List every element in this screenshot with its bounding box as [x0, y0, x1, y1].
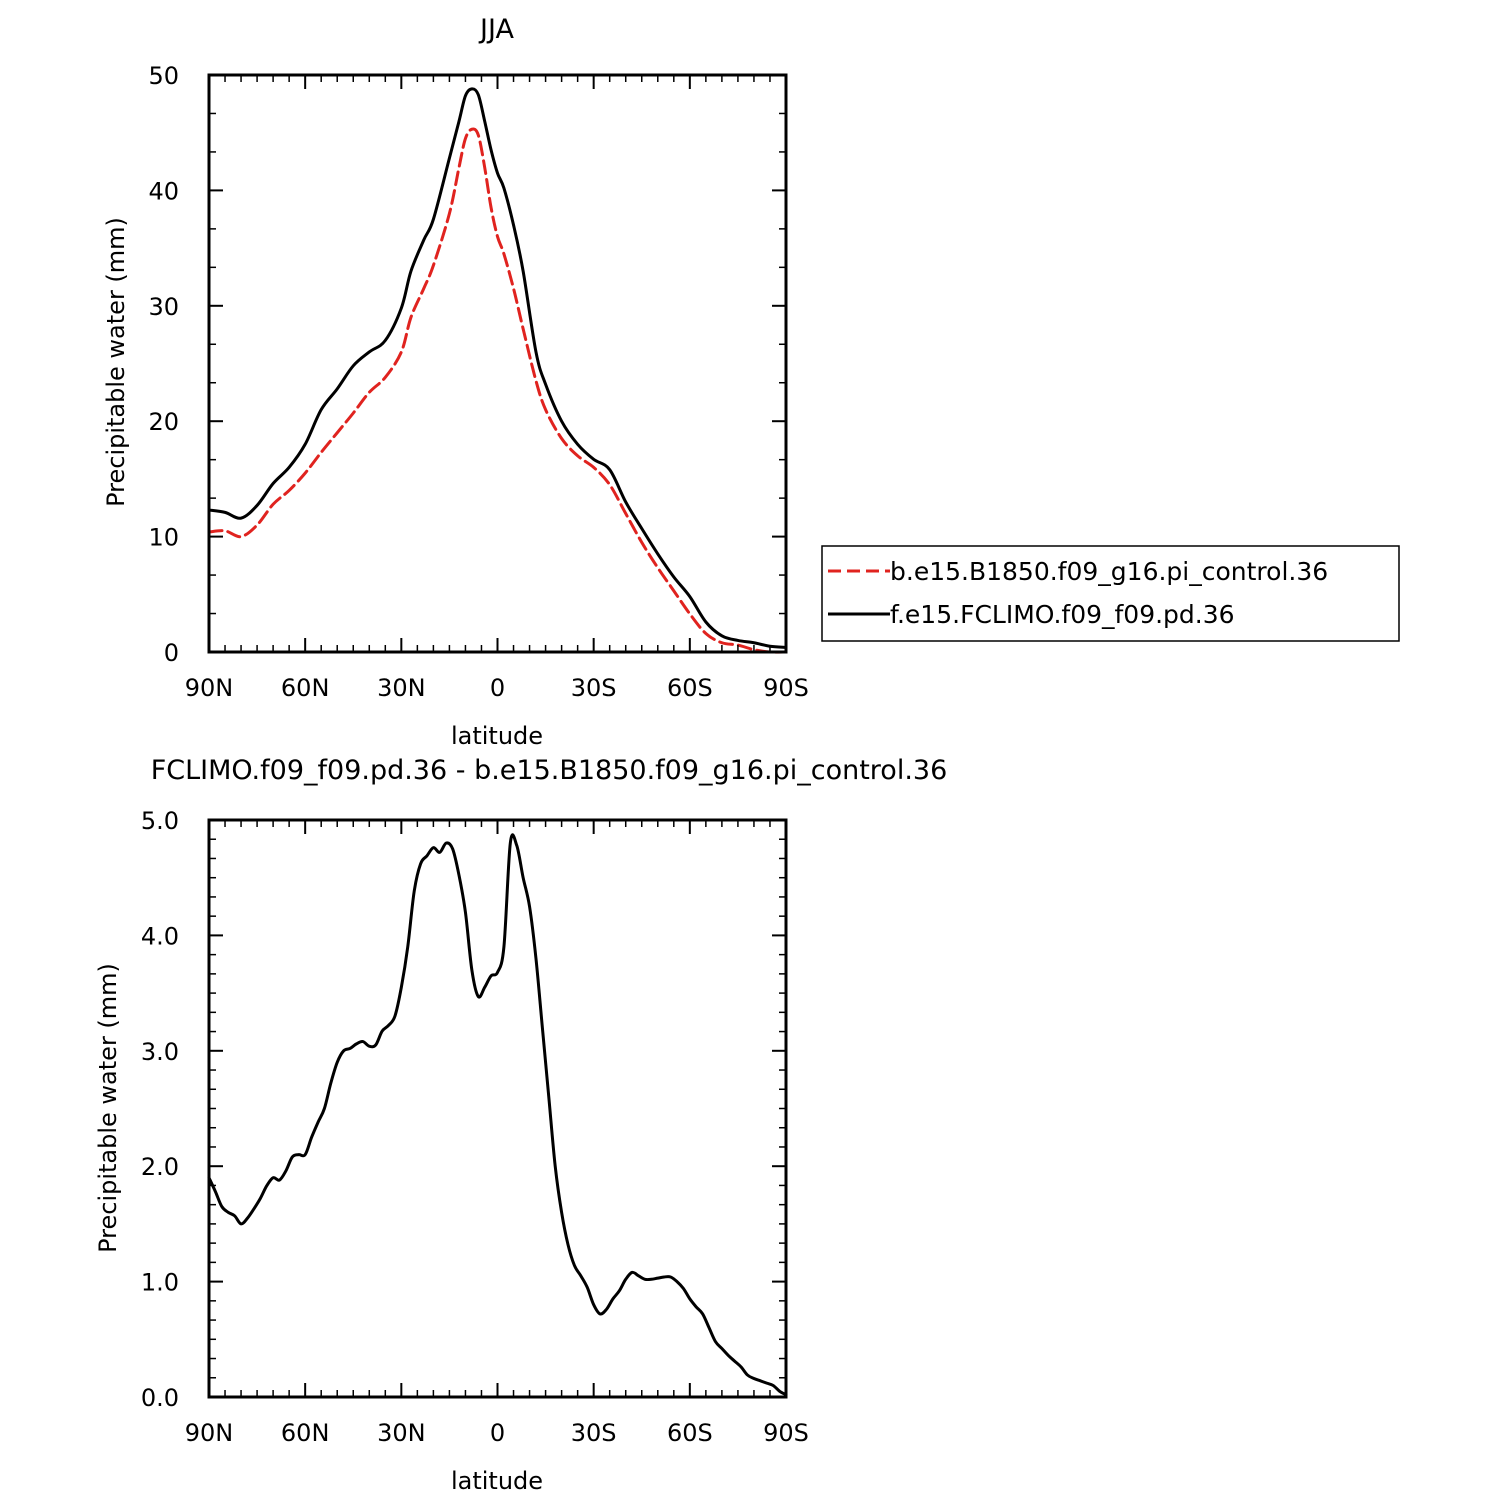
- y-tick-label: 50: [148, 62, 179, 90]
- series-group-top: [207, 87, 788, 654]
- x-tick-label: 60S: [667, 1419, 713, 1447]
- y-tick-label: 10: [148, 524, 179, 552]
- x-tick-label: 60N: [281, 674, 330, 702]
- y-tick-label: 0: [164, 639, 179, 667]
- series-line-b1850: [207, 127, 788, 654]
- y-tick-label: 40: [148, 177, 179, 205]
- legend-box: [821, 545, 1400, 642]
- legend: b.e15.B1850.f09_g16.pi_control.36 f.e15.…: [821, 545, 1400, 642]
- x-axis-label-bottom: latitude: [451, 1467, 543, 1495]
- y-tick-label: 5.0: [141, 807, 179, 835]
- x-tick-label: 0: [490, 674, 505, 702]
- legend-label-control: b.e15.B1850.f09_g16.pi_control.36: [890, 557, 1328, 586]
- plot-frame-top: [207, 73, 788, 654]
- y-tick-label: 1.0: [141, 1269, 179, 1297]
- axis-ticks-bottom: 90N 60N 30N 0 30S 60S 90S 0.0 1.0 2.0 3.0 4.0 5.0: [141, 807, 809, 1447]
- y-tick-label: 4.0: [141, 922, 179, 950]
- x-tick-label: 90S: [763, 674, 809, 702]
- series-group-bottom: [207, 833, 788, 1397]
- x-tick-label: 90N: [185, 674, 234, 702]
- x-tick-label: 90N: [185, 1419, 234, 1447]
- axis-ticks-top: 90N 60N 30N 0 30S 60S 90S 0 10 20 30 40 50: [148, 62, 808, 702]
- x-tick-label: 90S: [763, 1419, 809, 1447]
- legend-label-fclimo: f.e15.FCLIMO.f09_f09.pd.36: [890, 600, 1235, 629]
- y-tick-label: 20: [148, 408, 179, 436]
- x-tick-label: 30S: [571, 674, 617, 702]
- series-line-fclimo: [207, 87, 788, 649]
- chart-title-top: JJA: [478, 14, 514, 45]
- y-tick-label: 0.0: [141, 1384, 179, 1412]
- x-tick-label: 60S: [667, 674, 713, 702]
- y-axis-label-top: Precipitable water (mm): [102, 217, 130, 507]
- x-axis-label-top: latitude: [451, 722, 543, 750]
- x-tick-label: 0: [490, 1419, 505, 1447]
- chart-title-bottom: FCLIMO.f09_f09.pd.36 - b.e15.B1850.f09_g…: [151, 755, 948, 786]
- chart-bottom-panel: FCLIMO.f09_f09.pd.36 - b.e15.B1850.f09_g…: [94, 755, 947, 1495]
- x-tick-label: 60N: [281, 1419, 330, 1447]
- x-tick-label: 30N: [377, 674, 426, 702]
- x-tick-label: 30N: [377, 1419, 426, 1447]
- y-tick-label: 30: [148, 293, 179, 321]
- y-tick-label: 3.0: [141, 1038, 179, 1066]
- chart-top-panel: JJA 90N 60N 30N 0 30S 60S 90S 0 10 20 30 40 50 latit…: [102, 14, 809, 750]
- y-axis-label-bottom: Precipitable water (mm): [94, 963, 122, 1253]
- x-tick-label: 30S: [571, 1419, 617, 1447]
- series-line-difference: [207, 833, 788, 1397]
- y-tick-label: 2.0: [141, 1153, 179, 1181]
